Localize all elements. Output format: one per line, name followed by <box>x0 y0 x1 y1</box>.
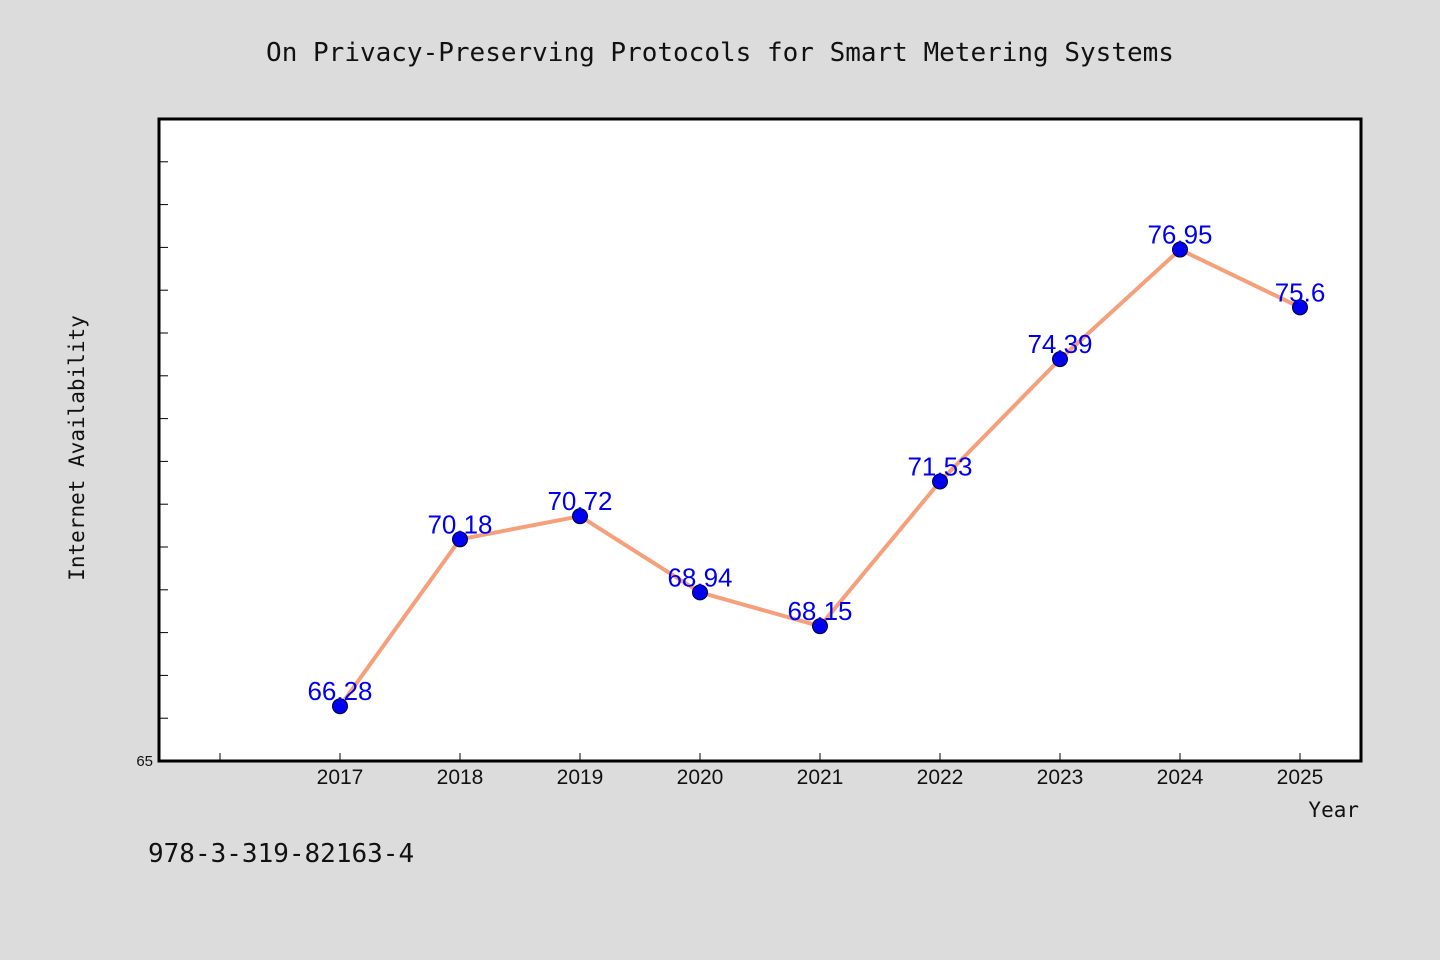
x-tick-label: 2019 <box>557 766 604 789</box>
data-point <box>452 531 468 548</box>
isbn-text: 978-3-319-82163-4 <box>148 839 414 869</box>
data-point <box>1292 299 1308 316</box>
x-tick-label: 2017 <box>317 766 364 789</box>
series-layer: 66.28 70.18 70.72 68.94 68.15 71.53 74.39 76.95… <box>307 220 1326 715</box>
y-tick-label-min: 65 <box>136 753 153 770</box>
x-tick-label: 2021 <box>797 766 844 789</box>
data-label: 70.72 <box>547 486 612 516</box>
x-tick-label: 2024 <box>1157 766 1204 789</box>
x-tick-label: 2018 <box>437 766 484 789</box>
chart-title: On Privacy-Preserving Protocols for Smar… <box>266 38 1174 68</box>
data-label: 66.28 <box>307 676 372 706</box>
x-axis-label: Year <box>1308 798 1359 822</box>
data-point <box>692 584 708 601</box>
data-label: 68.15 <box>787 596 852 626</box>
y-axis-ticks <box>159 161 168 719</box>
x-tick-label: 2022 <box>917 766 964 789</box>
data-point <box>572 508 588 525</box>
x-tick-label: 2020 <box>677 766 724 789</box>
data-point <box>332 698 348 715</box>
data-label: 76.95 <box>1147 220 1212 250</box>
data-label: 75.6 <box>1275 277 1326 307</box>
x-axis-ticks: 2017 2018 2019 2020 2021 2022 2023 2024 2025 <box>219 753 1324 789</box>
plot-area <box>157 117 1363 763</box>
data-point <box>1172 241 1188 258</box>
y-axis-label: Internet Availability <box>65 315 89 581</box>
data-label: 74.39 <box>1027 329 1092 359</box>
data-label: 71.53 <box>907 452 972 482</box>
data-point <box>932 473 948 490</box>
data-label: 70.18 <box>427 509 492 539</box>
data-label: 68.94 <box>667 562 732 592</box>
data-point <box>1052 351 1068 368</box>
data-point <box>812 618 828 635</box>
x-tick-label: 2023 <box>1037 766 1084 789</box>
x-tick-label: 2025 <box>1277 766 1324 789</box>
